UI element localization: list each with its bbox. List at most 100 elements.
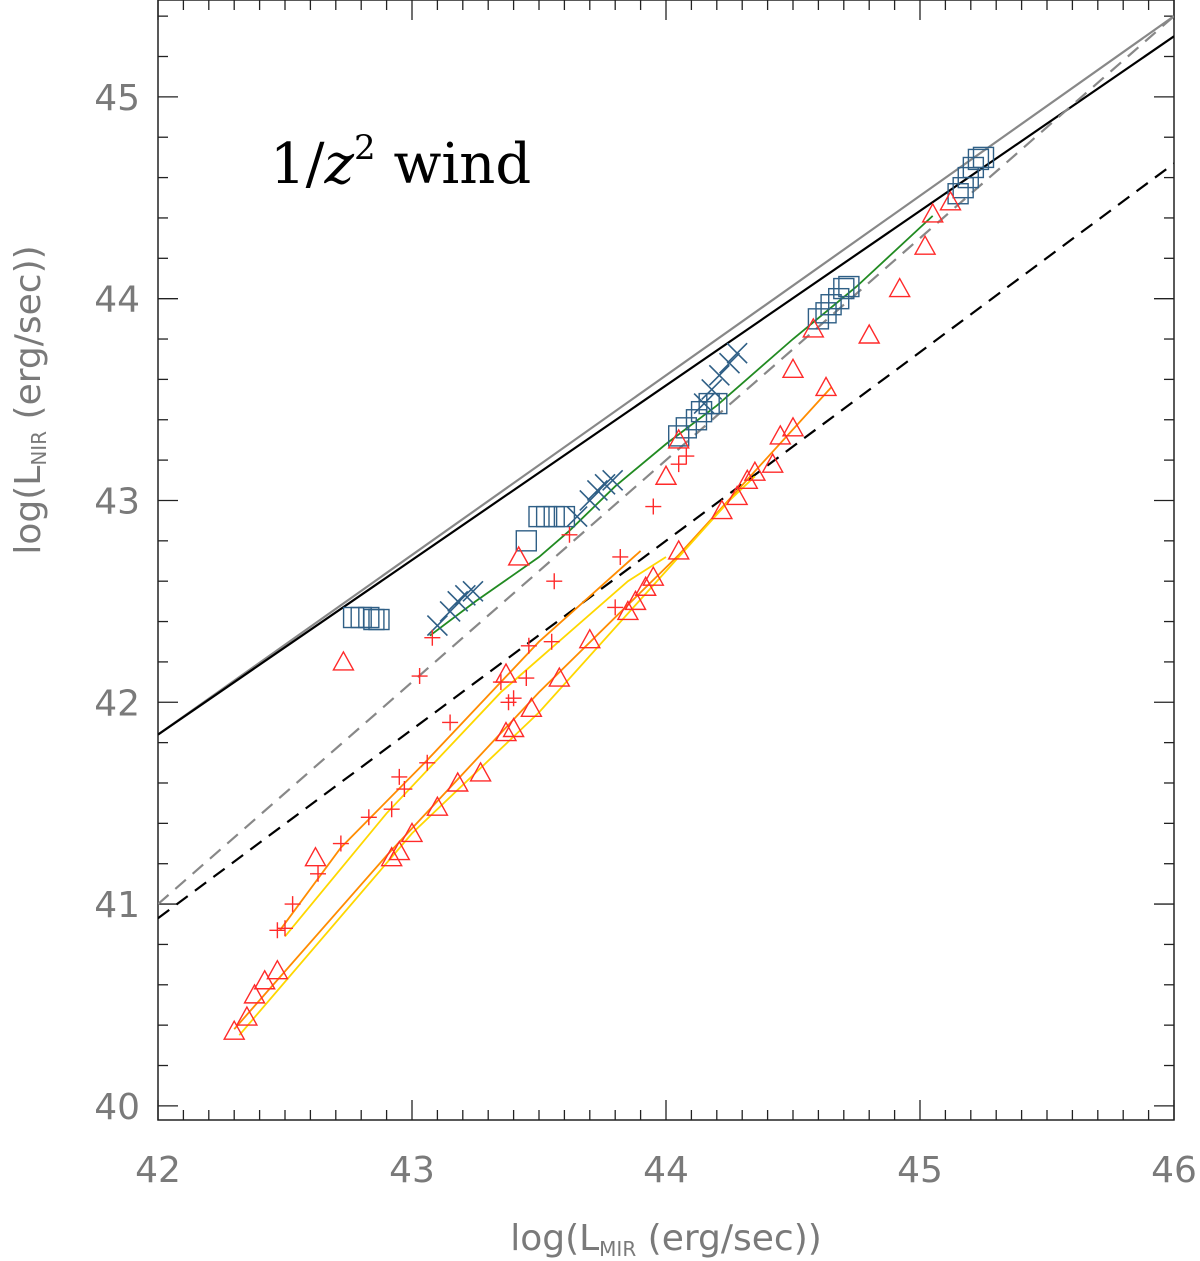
x-tick-label: 44 (643, 1150, 689, 1191)
plus-marker (645, 498, 662, 515)
plus-marker (678, 448, 695, 465)
plus-marker (383, 801, 400, 818)
axis-ticks (157, 0, 1175, 1120)
cross-marker (462, 580, 484, 602)
triangle-marker (578, 628, 601, 649)
model-line-yellow-track-1 (284, 556, 667, 937)
plus-marker (442, 714, 459, 731)
triangle-marker (243, 983, 266, 1004)
model-line-orange-track-2 (233, 386, 832, 1030)
triangle-marker (913, 234, 937, 255)
y-tick-label: 40 (94, 1087, 140, 1128)
triangle-marker (548, 666, 571, 687)
triangle-marker (761, 452, 784, 473)
x-tick-label: 43 (389, 1150, 435, 1191)
triangle-marker (654, 464, 678, 485)
x-tick-label: 42 (135, 1150, 181, 1191)
square-marker (833, 277, 855, 300)
triangle-marker (469, 761, 492, 782)
plus-marker (310, 865, 327, 882)
triangle-marker (781, 416, 805, 437)
triangle-marker (380, 846, 403, 867)
model-line-orange-track-1 (279, 550, 642, 931)
triangle-marker (253, 969, 276, 990)
triangle-marker (494, 721, 518, 742)
reference-lines (158, 15, 1174, 920)
y-tick-label: 43 (94, 481, 140, 522)
triangle-marker (642, 565, 665, 586)
square-marker (838, 275, 860, 298)
square-marker (815, 302, 837, 324)
reference-line-gray-solid (158, 15, 1174, 736)
cross-marker (426, 615, 448, 637)
triangle-marker (494, 662, 518, 683)
reference-line-gray-dashed (158, 15, 1174, 905)
triangle-marker (743, 460, 767, 481)
square-marker (967, 148, 990, 171)
plus-marker (419, 754, 436, 771)
plus-marker (612, 548, 629, 565)
square-marker (368, 608, 390, 631)
square-marker (363, 608, 385, 631)
cross-marker (566, 506, 588, 528)
triangle-marker (388, 840, 411, 861)
cross-marker (602, 469, 624, 491)
square-marker (820, 294, 842, 316)
triangle-marker (502, 717, 525, 738)
triangle-marker (520, 696, 543, 718)
triangle-marker (921, 202, 944, 223)
plus-marker (284, 896, 301, 913)
model-lines (233, 215, 934, 1036)
plus-marker (360, 809, 377, 826)
square-marker (972, 146, 995, 169)
reference-line-black-dashed (158, 162, 1174, 920)
y-tick-label: 45 (94, 78, 140, 119)
triangle-marker (888, 277, 911, 298)
triangle-marker (266, 959, 289, 980)
y-tick-label: 42 (94, 683, 140, 724)
plus-marker (518, 670, 535, 687)
y-tick-label: 41 (94, 885, 140, 926)
plus-marker (411, 668, 428, 685)
square-marker (342, 606, 365, 629)
tick-labels: 42 43 44 45 46 40 41 42 43 44 45 (94, 78, 1197, 1191)
plus-marker (396, 781, 413, 798)
triangle-marker (624, 589, 647, 611)
cross-marker (726, 342, 748, 364)
plus-marker (277, 920, 293, 937)
plus-marker (546, 573, 563, 590)
square-marker (528, 505, 550, 528)
plus-marker (332, 835, 349, 852)
y-tick-label: 44 (94, 280, 140, 321)
triangle-marker (426, 795, 449, 816)
triangle-marker (400, 821, 424, 843)
triangle-marker (667, 428, 690, 449)
plus-marker (607, 599, 624, 616)
x-tick-label: 45 (897, 1150, 943, 1191)
annotation-label: 1/z2 wind (270, 128, 531, 197)
square-marker (350, 606, 372, 629)
model-line-yellow-track-2 (238, 475, 756, 1036)
triangle-marker (634, 575, 657, 596)
triangle-marker (667, 539, 690, 560)
triangle-marker (304, 846, 327, 867)
reference-line-black-solid (158, 35, 1174, 736)
square-marker (668, 425, 690, 447)
square-marker (515, 530, 537, 552)
data-markers (223, 146, 995, 1040)
cross-marker (454, 584, 476, 606)
cross-marker (708, 364, 730, 386)
model-line-green-track (429, 215, 934, 637)
plus-marker (269, 922, 286, 939)
triangle-marker (939, 190, 962, 211)
cross-marker (718, 352, 741, 374)
plus-marker (505, 690, 522, 707)
y-axis-label: log(LNIR (erg/sec)) (8, 245, 51, 554)
triangle-marker (858, 323, 881, 344)
plus-marker (561, 526, 578, 543)
cross-marker (693, 393, 715, 415)
x-axis-label: log(LMIR (erg/sec)) (510, 1218, 822, 1261)
triangle-marker (507, 545, 530, 566)
triangle-marker (710, 499, 734, 520)
